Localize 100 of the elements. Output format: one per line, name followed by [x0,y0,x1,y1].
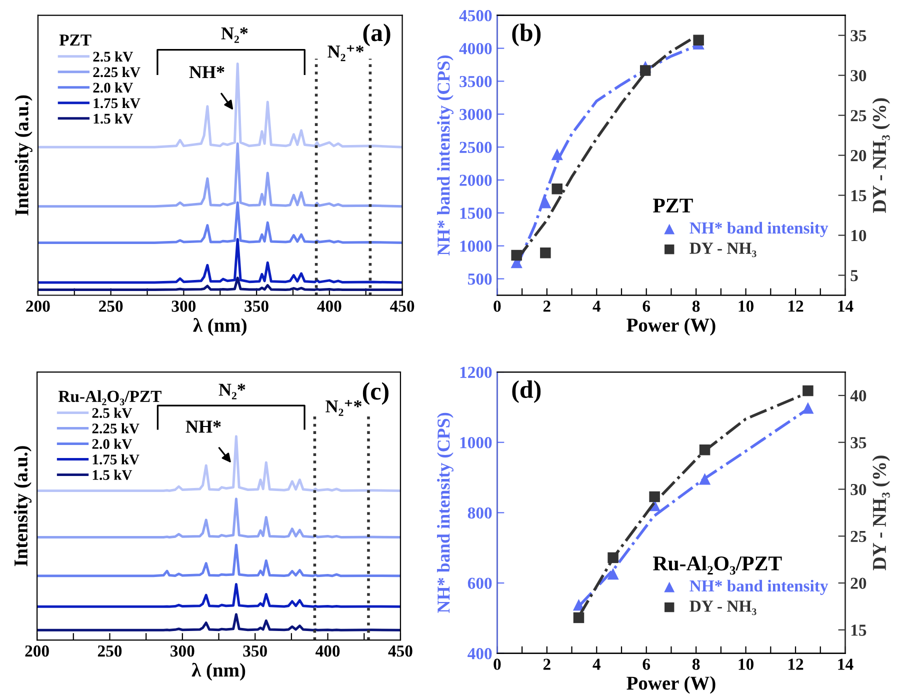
x-tick-label: 250 [99,300,123,312]
y-axis-title: Intensity (a.u.) [14,95,32,216]
y-tick-label: 3500 [460,76,492,88]
legend-label: 1.75 kV [92,454,140,465]
annotation: NH* [189,66,224,78]
x-tick-label: 400 [316,645,340,657]
annotation: NH* [186,420,221,433]
y2-tick-label: 20 [850,150,866,162]
y2-tick-label: 35 [850,437,866,448]
x-tick-label: 10 [738,658,754,670]
x-tick-label: 0 [494,300,501,312]
x-tick-label: 6 [642,658,650,670]
x-tick-label: 14 [838,658,854,670]
y-tick-label: 1500 [460,208,492,219]
text: (c) [362,382,388,405]
legend-label: 1.5 kV [94,113,133,124]
x-tick-label: 12 [788,300,804,312]
y-tick-label: 3000 [460,108,492,120]
legend-title: Ru-Al₂O₃/PZT [58,390,162,406]
y-tick-label: 4500 [459,10,492,22]
text: (a) [363,24,390,46]
y2-tick-label: 20 [850,578,866,589]
x-tick-label: 200 [25,645,49,657]
x-tick-label: 10 [738,300,754,312]
y2-axis-title: DY - NH₃ (%) [872,456,890,570]
x-axis-title: Power (W) [626,676,716,694]
legend-label: NH* band intensity [690,222,828,238]
y2-tick-label: 25 [850,530,866,542]
y2-tick-label: 15 [851,190,866,202]
point [802,402,814,414]
x-tick-label: 14 [838,300,854,312]
point [649,491,660,502]
legend-title: Ru-Al₂O₃/PZT [653,556,782,575]
point [699,444,710,456]
text: N₂* [221,27,248,43]
y-tick-label: 1200 [460,366,492,378]
x-tick-label: 8 [692,658,700,670]
x-tick-label: 450 [388,645,412,657]
y2-tick-label: 5 [850,270,858,282]
x-tick-label: 8 [692,300,700,312]
y-tick-label: 500 [468,273,492,285]
point [552,184,562,194]
x-tick-label: 12 [788,658,804,670]
y-tick-label: 800 [468,507,492,519]
y2-tick-label: 15 [851,624,866,636]
y2-axis-title: DY - NH₃ (%) [872,98,890,213]
y2-tick-label: 35 [850,30,866,42]
y2-tick-label: 10 [851,230,866,242]
x-tick-label: 0 [494,658,501,670]
x-tick-label: 250 [98,645,122,657]
legend-label: 2.5 kV [92,408,132,418]
point [573,612,584,624]
point [698,473,711,485]
annotation: (d) [512,380,541,404]
legend-title: PZT [653,198,693,212]
x-tick-label: 2 [543,658,550,670]
y-tick-label: 1000 [460,437,492,448]
legend-label: 2.0 kV [93,82,133,93]
text: N₂⁺* [326,400,362,416]
x-tick-label: 450 [390,300,414,312]
x-tick-label: 4 [592,658,600,670]
legend-label: DY - NH₃ [690,242,756,258]
y-tick-label: 2000 [460,174,492,186]
text: N₂* [218,384,246,400]
legend-label: DY - NH₃ [690,600,756,616]
y2-tick-label: 25 [850,110,866,122]
legend-label: 2.25 kV [92,423,140,434]
point [511,250,522,261]
legend-label: 2.25 kV [93,66,140,78]
point [693,34,704,46]
x-tick-label: 400 [317,300,342,312]
legend-label: 1.5 kV [92,470,132,480]
y2-tick-label: 30 [850,70,866,82]
y-tick-label: 2500 [460,142,492,154]
point [802,385,814,396]
point [607,568,619,580]
x-tick-label: 300 [172,300,196,312]
x-axis-title: Power (W) [626,318,716,336]
y-tick-label: 1000 [460,240,492,252]
x-axis-title: λ (nm) [192,662,246,681]
x-tick-label: 4 [592,300,600,312]
x-tick-label: 200 [26,300,50,312]
x-tick-label: 300 [170,645,194,657]
point [640,65,651,76]
x-axis-title: λ (nm) [193,318,246,336]
y-tick-label: 4000 [459,42,492,54]
x-tick-label: 2 [543,300,550,312]
y-axis-title: NH* band intensity (CPS) [437,412,454,613]
legend-title: PZT [59,34,92,46]
x-tick-label: 6 [642,300,650,312]
y-tick-label: 600 [468,578,492,589]
legend-label: NH* band intensity [690,580,828,595]
annotation: (b) [512,24,541,46]
legend-label: 2.5 kV [93,51,133,62]
legend-label: 2.0 kV [92,438,132,450]
legend-label: 1.75 kV [94,98,140,108]
y2-tick-label: 30 [850,484,866,496]
x-tick-label: 350 [244,300,268,312]
y-axis-title: NH* band intensity (CPS) [437,56,454,256]
y2-tick-label: 40 [850,390,866,402]
